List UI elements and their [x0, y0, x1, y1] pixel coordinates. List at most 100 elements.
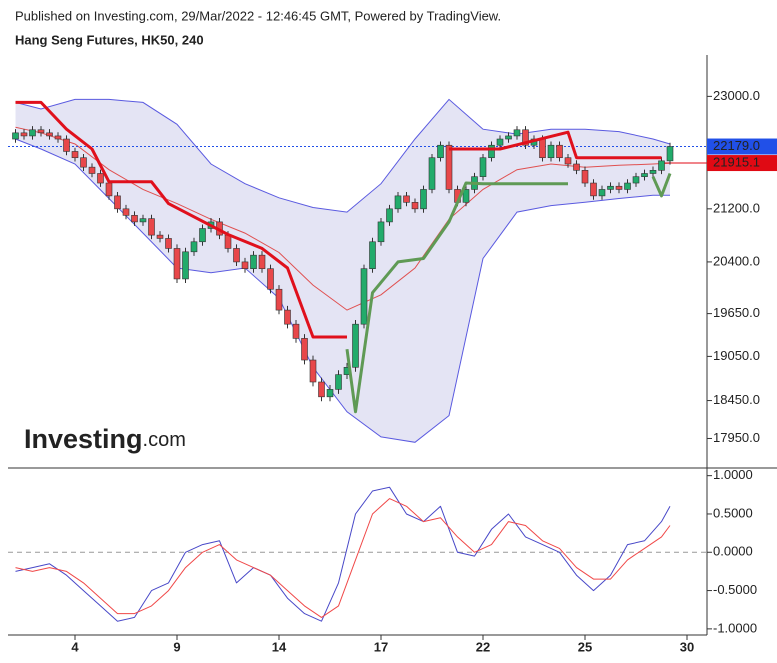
candle-body [63, 138, 70, 152]
candle-body [97, 173, 104, 184]
oscillator-line [15, 498, 671, 618]
stop-line [345, 172, 672, 414]
candle-body [224, 234, 232, 249]
candle-body [352, 323, 359, 368]
band-fill [15, 99, 670, 443]
logo-suffix: .com [143, 429, 186, 451]
candle-body [420, 189, 427, 210]
candle-body [522, 129, 529, 146]
candle-body [292, 323, 300, 339]
candle-body [564, 157, 572, 165]
candle-body [437, 144, 444, 159]
candle-body [462, 189, 470, 203]
source-note: Published on Investing.com, 29/Mar/2022 … [15, 8, 501, 23]
band-upper [15, 98, 671, 213]
candle-body [275, 288, 283, 311]
band-lower [15, 138, 670, 443]
candle-body [29, 129, 36, 137]
candle-body [598, 189, 606, 197]
candle-body [199, 228, 206, 243]
candle-body [394, 195, 402, 210]
y-tick-label: 21200.0 [713, 200, 760, 215]
candle-body [71, 151, 79, 159]
candle-body [479, 157, 487, 177]
candle-body [547, 144, 555, 159]
candle-body [369, 241, 376, 269]
candle-body [573, 163, 580, 171]
price-label: 22179.0 [713, 138, 760, 153]
candle-body [190, 241, 198, 253]
x-tick-label: 17 [374, 639, 388, 654]
y-tick-label: 0.0000 [713, 544, 753, 559]
price-label-box [707, 138, 777, 155]
y-tick-label: 0.5000 [713, 505, 753, 520]
candle-body [156, 234, 164, 239]
candle-body [233, 248, 240, 263]
candle-body [632, 176, 640, 184]
candle-body [624, 182, 631, 190]
candle-body [165, 238, 172, 249]
candle-body [148, 218, 155, 236]
candle-body [641, 173, 648, 177]
candle-body [318, 381, 325, 398]
candle-body [284, 309, 291, 325]
oscillator-line [15, 486, 671, 622]
candle-body [139, 218, 147, 223]
logo-brand: Investing [24, 424, 143, 454]
candle-body [326, 389, 334, 398]
candle-body [590, 182, 597, 197]
oscillator-panel: 1.0000 0.5000 0.0000 -0.5000 -1.0000 [8, 467, 757, 635]
candle-body [360, 268, 368, 325]
candle-body [105, 182, 113, 197]
candle-body [301, 338, 308, 361]
candle-body [666, 146, 674, 162]
y-tick-label: 18450.0 [713, 392, 760, 407]
y-tick-label: -1.0000 [713, 620, 757, 635]
candle-body [658, 160, 665, 171]
price-label: 21915.1 [713, 154, 760, 169]
candle-body [80, 157, 87, 168]
candle-body [114, 195, 121, 210]
candle-body [581, 170, 589, 184]
price-panel: 23000.0 21200.0 20400.0 19650.0 19050.0 18450… [8, 88, 777, 445]
candle-body [309, 359, 317, 383]
logo: Investing.com [24, 424, 186, 454]
candle-body [258, 254, 266, 269]
candle-body [173, 248, 181, 280]
candle-body [182, 251, 189, 280]
x-tick-label: 22 [476, 639, 490, 654]
x-tick-label: 25 [578, 639, 592, 654]
price-label-box [707, 155, 777, 172]
candle-body [649, 170, 657, 174]
y-tick-label: 1.0000 [713, 467, 753, 482]
candle-body [445, 144, 453, 190]
x-tick-label: 9 [173, 639, 180, 654]
y-tick-label: -0.5000 [713, 582, 757, 597]
candle-body [267, 268, 274, 290]
x-tick-label: 4 [71, 639, 79, 654]
candle-body [335, 374, 342, 390]
candle-body [46, 132, 53, 137]
stop-line [15, 100, 662, 339]
candle-body [12, 132, 19, 140]
candle-body [488, 144, 495, 159]
candle-body [88, 166, 96, 174]
candle-body [131, 215, 138, 223]
y-tick-label: 19050.0 [713, 348, 760, 363]
candle-body [615, 185, 623, 190]
candle-body [377, 221, 385, 243]
y-tick-label: 19650.0 [713, 305, 760, 320]
candle-body [386, 208, 393, 223]
candle-body [250, 254, 257, 269]
candle-body [539, 138, 546, 159]
candle-body [556, 144, 563, 159]
x-tick-label: 14 [272, 639, 287, 654]
candle-body [411, 202, 419, 210]
candle-body [513, 129, 521, 137]
y-tick-label: 17950.0 [713, 430, 760, 445]
candle-body [607, 185, 614, 190]
candle-body [428, 157, 436, 190]
candle-body [37, 129, 45, 134]
y-tick-label: 20400.0 [713, 253, 760, 268]
